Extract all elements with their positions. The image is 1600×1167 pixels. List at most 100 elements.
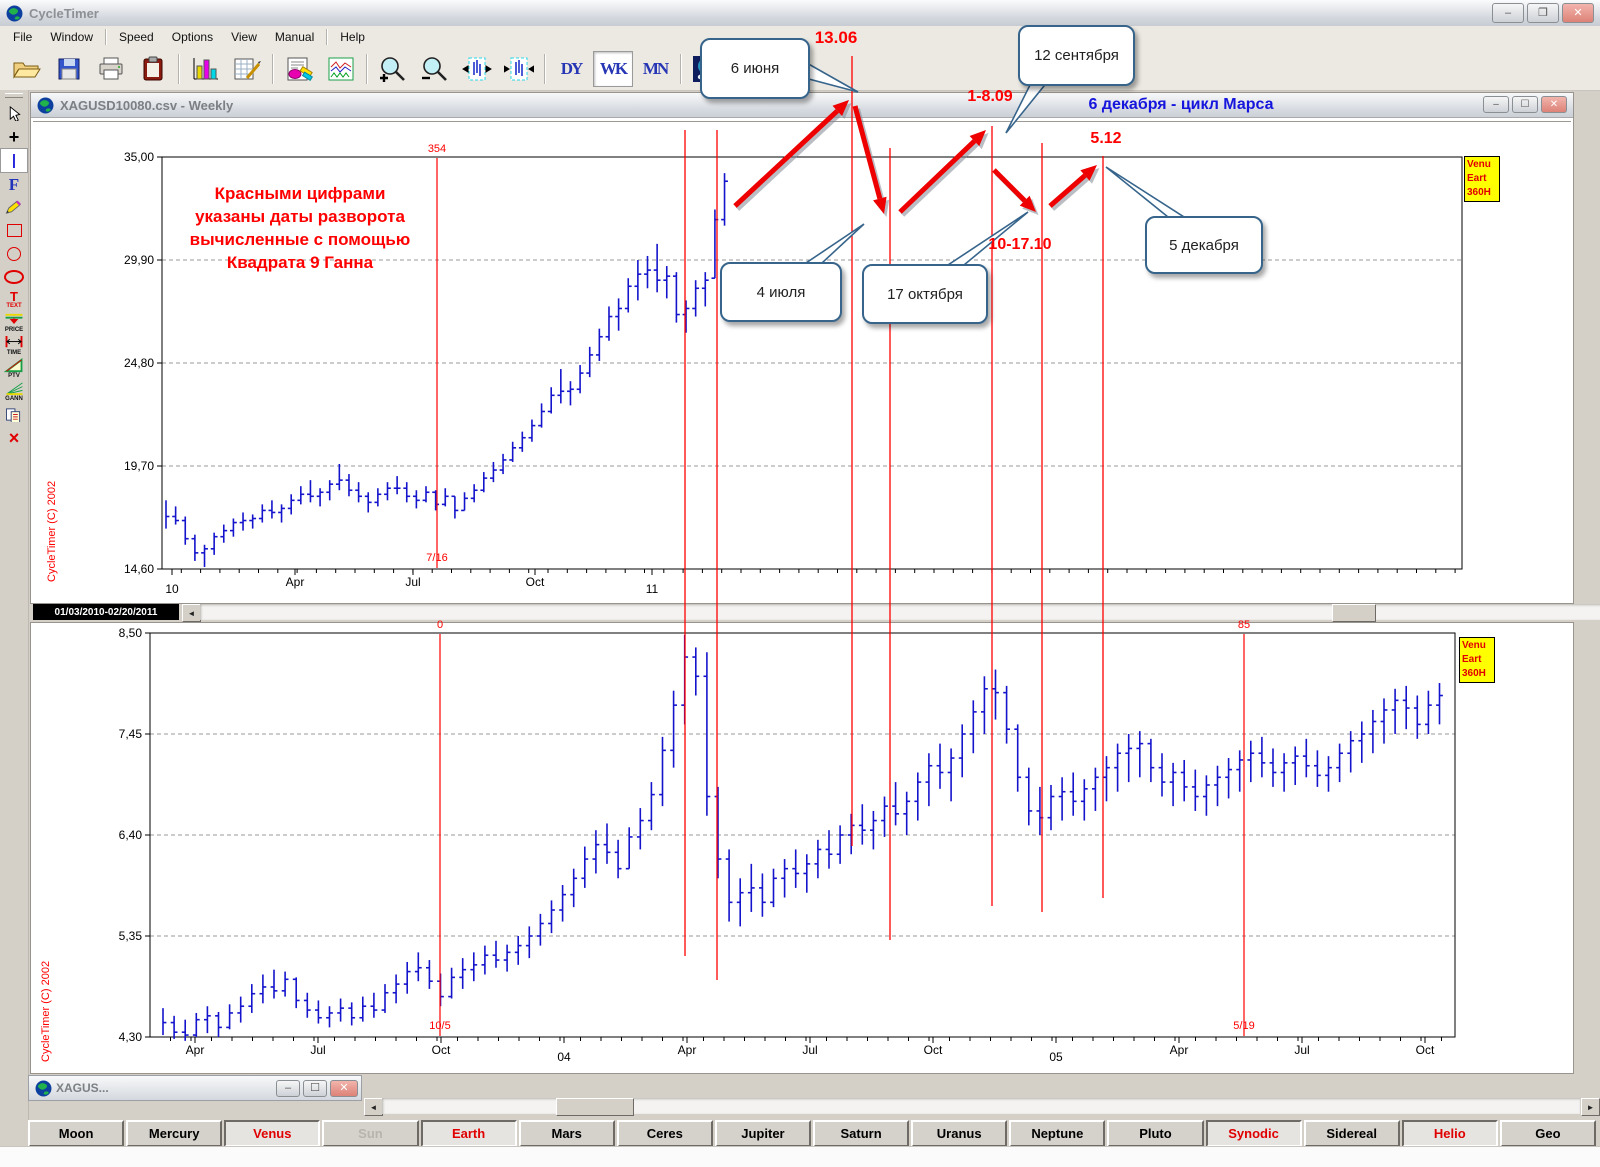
- toolbar-chart-colors-button[interactable]: [279, 51, 319, 87]
- toolbar-zoom-in-button[interactable]: [373, 51, 413, 87]
- planet-button-neptune[interactable]: Neptune: [1009, 1120, 1106, 1147]
- planet-button-saturn[interactable]: Saturn: [813, 1120, 910, 1147]
- date-range-label: 01/03/2010-02/20/2011: [33, 604, 179, 620]
- toolbar-separator: [366, 54, 368, 84]
- toolbar-separator: [178, 54, 180, 84]
- planet-button-geo[interactable]: Geo: [1499, 1120, 1596, 1147]
- planet-button-sun[interactable]: Sun: [322, 1120, 419, 1147]
- close-button[interactable]: ✕: [1562, 3, 1594, 23]
- planet-button-uranus[interactable]: Uranus: [911, 1120, 1008, 1147]
- calc-icon: [234, 58, 261, 80]
- tool-gann[interactable]: GANN: [1, 380, 27, 403]
- time-icon: [5, 335, 23, 348]
- menu-item-window[interactable]: Window: [50, 30, 94, 44]
- toolbar-daily-button[interactable]: DY: [551, 51, 591, 87]
- planet-button-venus[interactable]: Venus: [224, 1120, 321, 1147]
- toolbar-open-button[interactable]: [7, 51, 47, 87]
- bar-chart-icon: [193, 58, 218, 80]
- lower-scrollbar-thumb[interactable]: [556, 1098, 634, 1116]
- tool-time[interactable]: TIME: [1, 334, 27, 357]
- min-minimize-button[interactable]: –: [276, 1079, 300, 1097]
- chart-window-title-bar[interactable]: XAGUSD10080.csv - Weekly – ☐ ✕: [31, 93, 1573, 118]
- drawing-toolbar: + | F T TEXT PRICE TIME PTV GANN ×: [0, 90, 29, 1166]
- toolbar-globe-button[interactable]: [687, 51, 727, 87]
- toolbar-grip[interactable]: [5, 93, 23, 98]
- toolbar-monthly-button[interactable]: MN: [635, 51, 675, 87]
- lower-scroll-left-button[interactable]: ◄: [364, 1098, 383, 1116]
- tool-rectangle[interactable]: [1, 219, 27, 242]
- scroll-left-button[interactable]: ◄: [182, 604, 201, 622]
- toolbar-clipboard-button[interactable]: [133, 51, 173, 87]
- planet-button-mars[interactable]: Mars: [518, 1120, 615, 1147]
- menu-item-options[interactable]: Options: [171, 30, 214, 44]
- menu-separator: [105, 29, 108, 45]
- planet-button-synodic[interactable]: Synodic: [1205, 1120, 1302, 1147]
- toolbar-print-button[interactable]: [91, 51, 131, 87]
- minimize-button[interactable]: –: [1492, 3, 1524, 23]
- toolbar-weekly-button[interactable]: WK: [593, 51, 633, 87]
- menu-item-view[interactable]: View: [231, 30, 257, 44]
- planet-button-moon[interactable]: Moon: [28, 1120, 125, 1147]
- planet-button-helio[interactable]: Helio: [1401, 1120, 1498, 1147]
- menu-item-manual[interactable]: Manual: [274, 30, 315, 44]
- gann-icon: [6, 382, 23, 396]
- daily-icon: DY: [560, 59, 584, 78]
- toolbar-calc-button[interactable]: [227, 51, 267, 87]
- tool-label: TIME: [6, 350, 22, 356]
- save-icon: [58, 58, 80, 80]
- tool-text[interactable]: T TEXT: [1, 288, 27, 311]
- toolbar-expand-button[interactable]: [457, 51, 497, 87]
- tool-fibonacci[interactable]: F: [1, 173, 27, 196]
- child-minimize-button[interactable]: –: [1483, 96, 1509, 113]
- child-maximize-button[interactable]: ☐: [1512, 96, 1538, 113]
- tool-copy[interactable]: [1, 403, 27, 426]
- menu-item-file[interactable]: File: [13, 30, 33, 44]
- lower-scroll-right-button[interactable]: ►: [1581, 1098, 1600, 1116]
- tool-ellipse[interactable]: [1, 265, 27, 288]
- pointer-icon: [9, 106, 21, 121]
- planet-button-ceres[interactable]: Ceres: [616, 1120, 713, 1147]
- expand-icon: [462, 57, 492, 81]
- planet-button-sidereal[interactable]: Sidereal: [1303, 1120, 1400, 1147]
- menu-item-help[interactable]: Help: [340, 30, 365, 44]
- rectangle-icon: [6, 224, 22, 237]
- min-maximize-button[interactable]: ☐: [303, 1079, 327, 1097]
- lower-scrollbar-track[interactable]: [382, 1098, 1580, 1116]
- toolbar-line-chart-button[interactable]: [321, 51, 361, 87]
- toolbar-compress-button[interactable]: [499, 51, 539, 87]
- menu-separator: [326, 29, 329, 45]
- min-close-button[interactable]: ✕: [330, 1079, 358, 1097]
- chart-window-title: XAGUSD10080.csv - Weekly: [60, 97, 234, 113]
- planet-button-jupiter[interactable]: Jupiter: [714, 1120, 811, 1147]
- tool-label: GANN: [5, 396, 23, 402]
- scrollbar-thumb[interactable]: [1332, 604, 1376, 622]
- toolbar-zoom-out-button[interactable]: [415, 51, 455, 87]
- toolbar-save-button[interactable]: [49, 51, 89, 87]
- toolbar-bar-chart-button[interactable]: [185, 51, 225, 87]
- child-close-button[interactable]: ✕: [1541, 96, 1567, 113]
- ellipse-icon: [4, 269, 24, 284]
- degrees-input[interactable]: [734, 58, 798, 80]
- tool-price[interactable]: PRICE: [1, 311, 27, 334]
- clipboard-icon: [143, 56, 163, 81]
- tool-vertical-line[interactable]: |: [0, 148, 28, 173]
- toolbar-separator: [272, 54, 274, 84]
- tool-pencil[interactable]: [1, 196, 27, 219]
- minimized-chart-window[interactable]: XAGUS... – ☐ ✕: [28, 1075, 362, 1101]
- planet-button-pluto[interactable]: Pluto: [1107, 1120, 1204, 1147]
- toolbar-separator: [544, 54, 546, 84]
- menu-item-speed[interactable]: Speed: [119, 30, 154, 44]
- planet-button-earth[interactable]: Earth: [420, 1120, 517, 1147]
- tool-label: PRICE: [4, 327, 24, 333]
- tool-ptv[interactable]: PTV: [1, 357, 27, 380]
- minimized-window-title: XAGUS...: [56, 1081, 109, 1095]
- tool-circle[interactable]: [1, 242, 27, 265]
- planet-button-mercury[interactable]: Mercury: [126, 1120, 223, 1147]
- line-chart-icon: [328, 57, 354, 81]
- fibonacci-icon: F: [8, 175, 20, 194]
- tool-crosshair[interactable]: +: [1, 125, 27, 148]
- restore-button[interactable]: ❐: [1527, 3, 1559, 23]
- tool-delete[interactable]: ×: [1, 426, 27, 449]
- tool-pointer[interactable]: [1, 102, 27, 125]
- scrollbar-track[interactable]: [200, 604, 1600, 622]
